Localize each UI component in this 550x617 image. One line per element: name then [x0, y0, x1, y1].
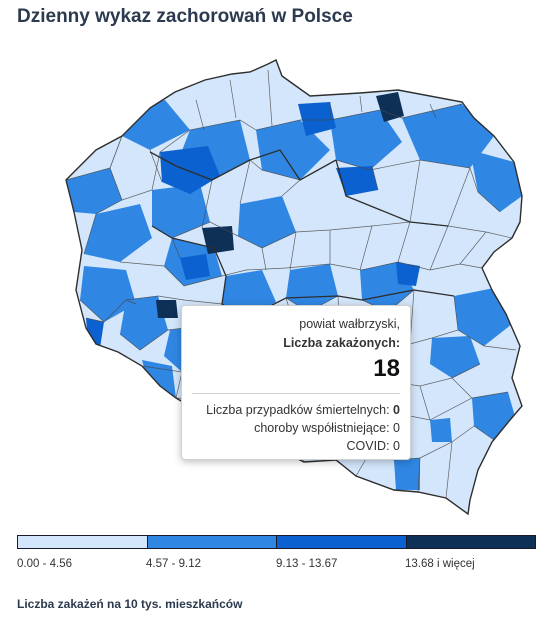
legend-swatch-class-1[interactable] [18, 536, 147, 548]
tooltip-cases-value: 18 [373, 355, 400, 382]
powiat-region[interactable] [454, 288, 512, 346]
powiat-region[interactable] [84, 204, 152, 262]
powiat-region[interactable] [160, 146, 220, 194]
powiat-region[interactable] [430, 336, 480, 378]
tooltip-comorbid-row: choroby współistniejące: 0 [192, 419, 400, 437]
legend-label-class-3: 9.13 - 13.67 [276, 558, 338, 570]
tooltip-divider [192, 393, 400, 394]
poland-choropleth-map[interactable] [60, 55, 530, 525]
legend-unit-note: Liczba zakażeń na 10 tys. mieszkańców [17, 597, 243, 611]
powiat-region[interactable] [152, 184, 210, 238]
powiat-region[interactable] [394, 458, 420, 490]
powiat-region[interactable] [330, 110, 402, 170]
tooltip-deaths-label: Liczba przypadków śmiertelnych: [206, 403, 390, 417]
legend-label-class-4: 13.68 i więcej [405, 558, 475, 570]
powiat-region[interactable] [66, 168, 122, 214]
legend-swatch-class-4[interactable] [405, 536, 535, 548]
tooltip-comorbid-value: 0 [393, 421, 400, 435]
tooltip-deaths-value: 0 [393, 403, 400, 417]
powiat-region[interactable] [80, 266, 136, 322]
tooltip-deaths-row: Liczba przypadków śmiertelnych: 0 [192, 401, 400, 419]
powiat-region[interactable] [286, 264, 338, 312]
powiat-region[interactable] [298, 102, 336, 136]
powiat-region[interactable] [396, 262, 420, 286]
legend-bar [17, 535, 536, 549]
tooltip-comorbid-label: choroby współistniejące: [254, 421, 390, 435]
powiat-region[interactable] [376, 92, 404, 122]
powiat-region[interactable] [336, 166, 378, 196]
legend-swatch-class-2[interactable] [146, 536, 276, 548]
powiat-region[interactable] [430, 418, 452, 442]
map-title: Dzienny wykaz zachorowań w Polsce [17, 6, 353, 27]
legend-swatch-class-3[interactable] [276, 536, 406, 548]
tooltip-cases-label: Liczba zakażonych: [283, 336, 400, 350]
legend-label-class-2: 4.57 - 9.12 [146, 558, 201, 570]
powiat-region[interactable] [256, 120, 330, 180]
powiat-region[interactable] [120, 296, 168, 350]
tooltip-covid-label: COVID: [346, 439, 390, 453]
tooltip-covid-value: 0 [393, 439, 400, 453]
powiat-region[interactable] [238, 196, 296, 248]
tooltip-region-name: powiat wałbrzyski, [299, 317, 400, 331]
powiat-region[interactable] [180, 254, 210, 280]
tooltip-covid-row: COVID: 0 [192, 437, 401, 455]
region-tooltip: powiat wałbrzyski, Liczba zakażonych: 18… [181, 305, 411, 460]
powiat-region[interactable] [156, 300, 178, 318]
legend-label-class-1: 0.00 - 4.56 [17, 558, 72, 570]
